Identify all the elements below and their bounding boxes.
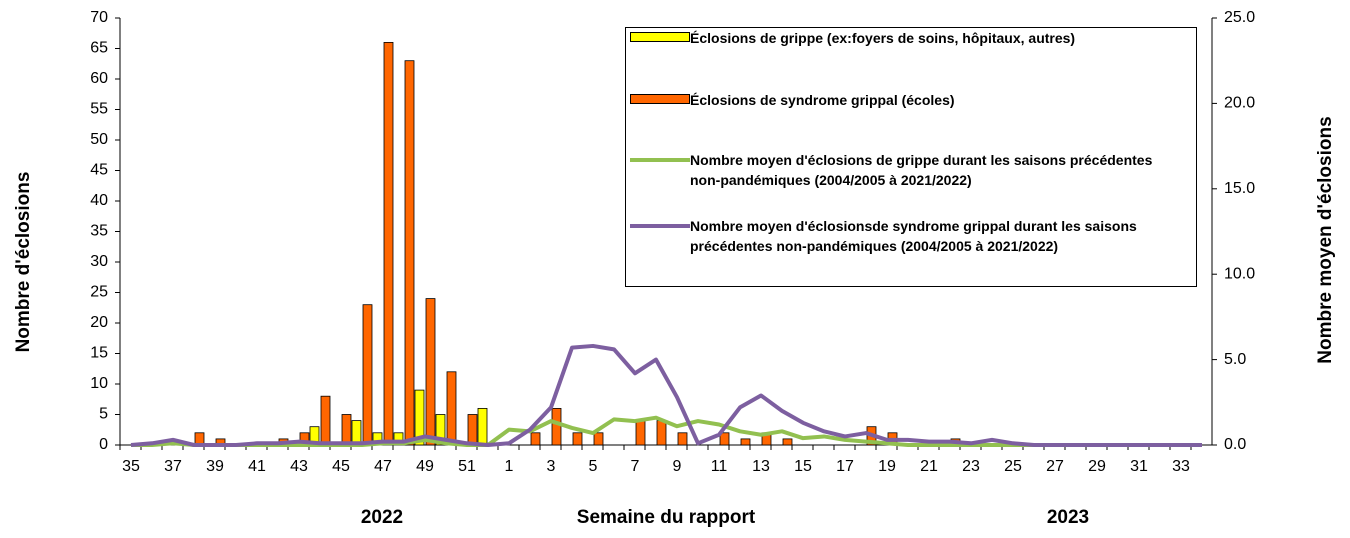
x-tick-label: 51 [458, 458, 476, 475]
legend-swatch [630, 32, 690, 42]
y2-tick-label: 10.0 [1224, 265, 1255, 282]
bar [404, 60, 415, 446]
x-tick-label: 9 [673, 458, 682, 475]
year-label: 2023 [1047, 507, 1089, 528]
legend-swatch [630, 158, 690, 162]
y-tick-label: 55 [90, 101, 108, 118]
x-tick-label: 3 [547, 458, 556, 475]
y-tick-label: 50 [90, 131, 108, 148]
legend: Éclosions de grippe (ex:foyers de soins,… [625, 27, 1197, 287]
bar [341, 414, 352, 446]
bar [782, 438, 793, 446]
x-tick-label: 5 [589, 458, 598, 475]
y-tick-label: 15 [90, 345, 108, 362]
x-tick-label: 17 [836, 458, 854, 475]
x-tick-label: 39 [206, 458, 224, 475]
y-tick-label: 10 [90, 375, 108, 392]
bar [572, 432, 583, 446]
y-tick-label: 40 [90, 192, 108, 209]
legend-swatch [630, 224, 690, 228]
y-axis-title: Nombre d'éclosions [13, 172, 34, 353]
y2-axis-title: Nombre moyen d'éclosions [1315, 116, 1336, 363]
bar [677, 432, 688, 446]
x-tick-label: 19 [878, 458, 896, 475]
bar [477, 407, 488, 446]
x-tick-label: 31 [1130, 458, 1148, 475]
y-tick-label: 5 [99, 406, 108, 423]
x-tick-label: 41 [248, 458, 266, 475]
x-tick-label: 23 [962, 458, 980, 475]
x-tick-label: 43 [290, 458, 308, 475]
bar [635, 420, 646, 446]
bar [320, 395, 331, 446]
y-tick-label: 20 [90, 314, 108, 331]
x-tick-label: 45 [332, 458, 350, 475]
y-tick-label: 60 [90, 70, 108, 87]
x-tick-label: 25 [1004, 458, 1022, 475]
bar [383, 42, 394, 446]
y2-tick-label: 5.0 [1224, 351, 1246, 368]
bar [446, 371, 457, 446]
bar [530, 432, 541, 446]
y2-tick-label: 15.0 [1224, 180, 1255, 197]
line [130, 343, 1202, 447]
x-tick-label: 35 [122, 458, 140, 475]
y2-tick-label: 20.0 [1224, 95, 1255, 112]
legend-entry: Nombre moyen d'éclosionsde syndrome grip… [630, 216, 1180, 256]
y-tick-label: 35 [90, 223, 108, 240]
x-tick-label: 29 [1088, 458, 1106, 475]
y-tick-label: 0 [99, 436, 108, 453]
y-tick-label: 30 [90, 253, 108, 270]
x-tick-label: 11 [711, 458, 728, 475]
x-tick-label: 1 [505, 458, 514, 475]
bar [656, 420, 667, 446]
legend-swatch [630, 94, 690, 104]
x-tick-label: 15 [794, 458, 812, 475]
bar [719, 432, 730, 446]
legend-label: Nombre moyen d'éclosionsde syndrome grip… [690, 218, 1137, 254]
legend-entry: Éclosions de grippe (ex:foyers de soins,… [630, 28, 1180, 48]
y-tick-label: 25 [90, 284, 108, 301]
x-tick-label: 33 [1172, 458, 1190, 475]
bar [425, 298, 436, 446]
x-tick-label: 49 [416, 458, 434, 475]
x-tick-label: 7 [631, 458, 640, 475]
bar [467, 414, 478, 446]
legend-entry: Nombre moyen d'éclosions de grippe duran… [630, 150, 1180, 190]
legend-label: Nombre moyen d'éclosions de grippe duran… [690, 152, 1153, 188]
y-tick-label: 65 [90, 40, 108, 57]
x-tick-label: 37 [164, 458, 182, 475]
x-tick-label: 13 [752, 458, 770, 475]
legend-label: Éclosions de grippe (ex:foyers de soins,… [690, 30, 1076, 46]
bar [435, 414, 446, 446]
bar [593, 432, 604, 446]
bar [740, 438, 751, 446]
x-axis-title: Semaine du rapport [577, 507, 756, 528]
x-tick-label: 27 [1046, 458, 1064, 475]
legend-entry: Éclosions de syndrome grippal (écoles) [630, 90, 1180, 110]
year-label: 2022 [361, 507, 403, 528]
x-tick-label: 21 [920, 458, 938, 475]
y2-tick-label: 25.0 [1224, 9, 1255, 26]
y-tick-label: 45 [90, 162, 108, 179]
y2-tick-label: 0.0 [1224, 436, 1246, 453]
bar [551, 407, 562, 446]
legend-label: Éclosions de syndrome grippal (écoles) [690, 92, 955, 108]
bar [414, 389, 425, 446]
y-tick-label: 70 [90, 9, 108, 26]
bar [362, 304, 373, 446]
x-tick-label: 47 [374, 458, 392, 475]
